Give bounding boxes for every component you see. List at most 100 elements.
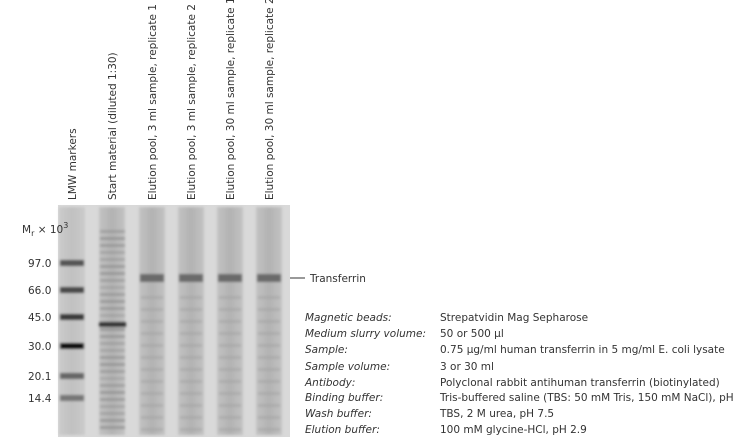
smear-band — [100, 398, 125, 401]
mr-label: Mr × 103 — [22, 221, 68, 238]
condition-value: Strepatvidin Mag Sepharose — [440, 312, 588, 324]
faint-band — [258, 404, 280, 407]
smear-band — [100, 314, 125, 317]
condition-value: Tris-buffered saline (TBS: 50 mM Tris, 1… — [439, 392, 736, 404]
faint-band — [180, 380, 202, 383]
condition-value: 0.75 µg/ml human transferrin in 5 mg/ml … — [440, 344, 725, 356]
condition-value: 100 mM glycine-HCl, pH 2.9 — [440, 424, 587, 436]
smear-band — [100, 237, 125, 240]
smear-band — [100, 335, 125, 338]
smear-band — [100, 279, 125, 282]
smear-band — [100, 377, 125, 380]
condition-value: TBS, 2 M urea, pH 7.5 — [439, 408, 554, 420]
condition-key: Wash buffer: — [305, 408, 372, 420]
smear-band — [100, 258, 125, 261]
smear-band — [100, 230, 125, 233]
faint-band — [258, 308, 280, 311]
faint-band — [180, 404, 202, 407]
smear-band — [100, 363, 125, 366]
faint-band — [258, 332, 280, 335]
marker-label: 14.4 — [28, 393, 52, 405]
smear-band — [100, 272, 125, 275]
faint-band — [219, 428, 241, 431]
faint-band — [219, 380, 241, 383]
smear-band — [100, 349, 125, 352]
faint-band — [219, 320, 241, 323]
gel — [58, 205, 290, 437]
faint-band — [180, 416, 202, 419]
faint-band — [258, 320, 280, 323]
smear-band — [100, 356, 125, 359]
band-label: Transferrin — [309, 273, 366, 285]
faint-band — [219, 368, 241, 371]
faint-band — [141, 368, 163, 371]
faint-band — [219, 392, 241, 395]
faint-band — [180, 332, 202, 335]
faint-band — [141, 404, 163, 407]
condition-key: Medium slurry volume: — [305, 328, 426, 340]
faint-band — [141, 308, 163, 311]
faint-band — [141, 296, 163, 299]
smear-band — [100, 251, 125, 254]
faint-band — [219, 296, 241, 299]
faint-band — [219, 404, 241, 407]
faint-band — [141, 320, 163, 323]
marker-band — [60, 287, 84, 293]
lane-label: Elution pool, 3 ml sample, replicate 2 — [186, 4, 198, 200]
faint-band — [180, 320, 202, 323]
smear-band — [100, 384, 125, 387]
faint-band — [219, 416, 241, 419]
marker-band — [60, 343, 84, 349]
condition-key: Antibody: — [304, 377, 355, 389]
faint-band — [258, 296, 280, 299]
condition-key: Sample volume: — [305, 361, 390, 373]
marker-label: 45.0 — [28, 312, 51, 324]
marker-band — [60, 314, 84, 320]
faint-band — [180, 428, 202, 431]
smear-band — [100, 370, 125, 373]
faint-band — [180, 308, 202, 311]
faint-band — [180, 368, 202, 371]
faint-band — [219, 356, 241, 359]
smear-band — [100, 244, 125, 247]
marker-label: 30.0 — [28, 341, 51, 353]
faint-band — [180, 356, 202, 359]
lane-label: Elution pool, 3 ml sample, replicate 1 — [147, 4, 159, 200]
smear-band — [100, 307, 125, 310]
faint-band — [141, 356, 163, 359]
lane-label: Elution pool, 30 ml sample, replicate 1 — [225, 0, 237, 200]
marker-label: 97.0 — [28, 258, 51, 270]
faint-band — [219, 332, 241, 335]
marker-band — [60, 373, 84, 379]
lane-label: Start material (diluted 1:30) — [107, 52, 119, 200]
condition-key: Elution buffer: — [305, 424, 380, 436]
faint-band — [141, 344, 163, 347]
smear-band — [100, 391, 125, 394]
faint-band — [180, 392, 202, 395]
condition-key: Sample: — [305, 344, 348, 356]
condition-key: Magnetic beads: — [305, 312, 392, 324]
faint-band — [180, 344, 202, 347]
faint-band — [258, 428, 280, 431]
start-band — [99, 322, 126, 327]
faint-band — [141, 392, 163, 395]
faint-band — [258, 368, 280, 371]
smear-band — [100, 419, 125, 422]
faint-band — [258, 380, 280, 383]
smear-band — [100, 286, 125, 289]
faint-band — [219, 344, 241, 347]
faint-band — [258, 356, 280, 359]
faint-band — [141, 428, 163, 431]
smear-band — [100, 426, 125, 429]
transferrin-band — [140, 274, 164, 282]
faint-band — [258, 392, 280, 395]
smear-band — [100, 328, 125, 331]
faint-band — [180, 296, 202, 299]
transferrin-band — [179, 274, 203, 282]
smear-band — [100, 300, 125, 303]
lane-label: Elution pool, 30 ml sample, replicate 2 — [264, 0, 276, 200]
faint-band — [258, 416, 280, 419]
faint-band — [141, 332, 163, 335]
transferrin-band — [257, 274, 281, 282]
